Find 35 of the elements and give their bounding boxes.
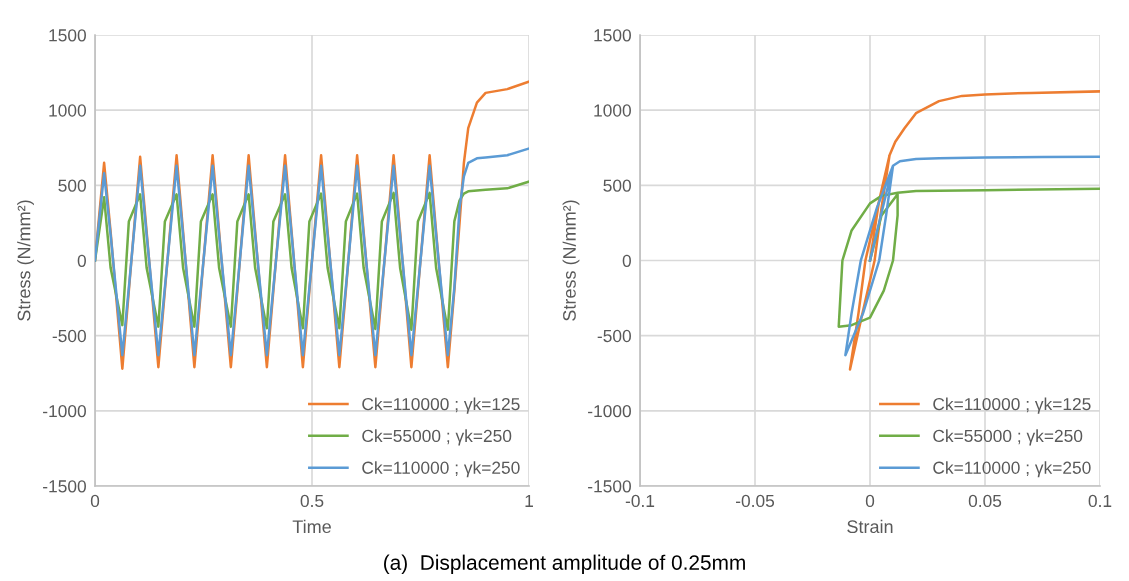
y-axis-title: Stress (N/mm²) bbox=[17, 200, 34, 321]
y-tick-label: -500 bbox=[597, 329, 631, 343]
y-tick-label: 500 bbox=[603, 179, 631, 192]
legend-label: Ck=55000 ; γk=250 bbox=[362, 429, 512, 446]
line-series bbox=[95, 147, 529, 357]
legend-label: Ck=110000 ; γk=125 bbox=[362, 397, 520, 414]
text: (a) Displacement amplitude of 0.25mm bbox=[384, 554, 745, 575]
legend-label: Ck=55000 ; γk=250 bbox=[933, 429, 1083, 446]
y-tick-label: 0 bbox=[77, 254, 86, 267]
y-axis-title: Stress (N/mm²) bbox=[562, 200, 580, 321]
line-series bbox=[844, 155, 1100, 357]
y-tick-label: 1000 bbox=[594, 104, 631, 117]
y-tick-label: -1000 bbox=[43, 405, 86, 418]
legend-label: Ck=110000 ; γk=125 bbox=[933, 397, 1091, 414]
legend-label: Ck=110000 ; γk=250 bbox=[933, 461, 1091, 478]
x-tick-label: 0 bbox=[865, 494, 875, 508]
y-tick-label: -1500 bbox=[588, 480, 631, 493]
legend-label: Ck=110000 ; γk=250 bbox=[362, 461, 520, 478]
y-tick-label: -500 bbox=[52, 329, 86, 343]
y-tick-label: 500 bbox=[58, 179, 86, 192]
y-tick-label: -1000 bbox=[588, 405, 631, 418]
x-axis-title: Time bbox=[292, 519, 331, 534]
y-tick-label: 1500 bbox=[49, 29, 86, 42]
x-tick-label: 1 bbox=[525, 494, 533, 507]
x-tick-label: 0.05 bbox=[968, 494, 1002, 508]
y-tick-label: -1500 bbox=[43, 480, 86, 493]
x-tick-label: 0 bbox=[90, 494, 100, 508]
x-axis-title: Strain bbox=[847, 519, 893, 534]
y-tick-label: 1000 bbox=[49, 104, 86, 117]
y-tick-label: 0 bbox=[622, 254, 631, 267]
x-tick-label: -0.05 bbox=[735, 494, 775, 508]
x-tick-label: 0.1 bbox=[1088, 494, 1112, 508]
y-tick-label: 1500 bbox=[594, 29, 631, 42]
x-tick-label: 0.5 bbox=[300, 494, 324, 508]
x-tick-label: -0.1 bbox=[625, 494, 655, 508]
